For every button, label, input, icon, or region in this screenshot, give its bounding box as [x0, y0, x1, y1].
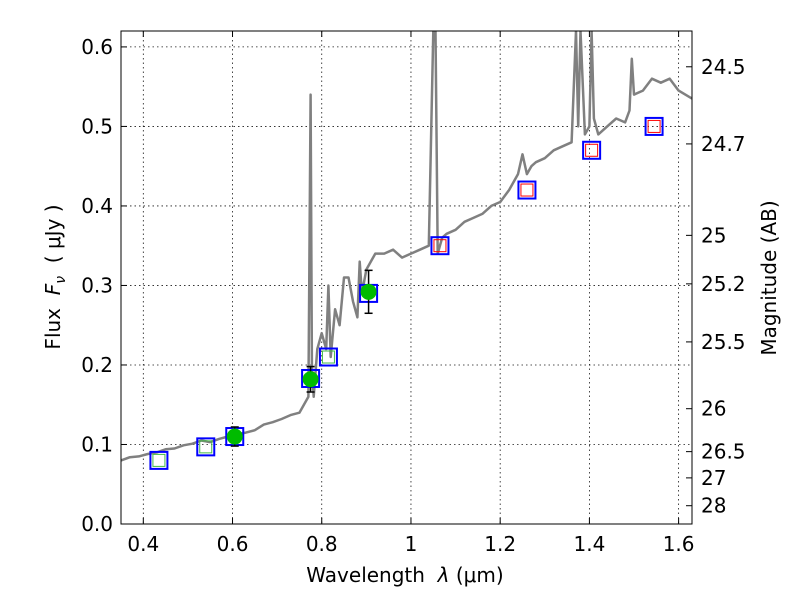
green-photometry-marker: [321, 350, 335, 364]
model-spectrum-line: [121, 31, 692, 462]
y2-tick-label: 27: [701, 466, 726, 490]
red-photometry-marker: [585, 143, 599, 157]
detection-point: [360, 283, 377, 300]
x-tick-label: 1.2: [484, 532, 516, 556]
detection-point: [302, 371, 319, 388]
x-tick-label: 0.6: [217, 532, 249, 556]
green-photometry-marker: [152, 453, 166, 467]
y-tick-label: 0.1: [81, 432, 113, 456]
y2-axis-label: Magnitude (AB): [757, 200, 781, 355]
red-photometry-marker: [647, 119, 661, 133]
y2-tick-label: 24.7: [701, 132, 746, 156]
y2-tick-label: 25.2: [701, 272, 746, 296]
y-tick-label: 0.5: [81, 114, 113, 138]
y2-tick-label: 25.5: [701, 330, 746, 354]
grid: [121, 31, 692, 525]
plot-frame: [120, 30, 693, 525]
x-tick-label: 1.6: [663, 532, 695, 556]
green-photometry-marker: [199, 440, 213, 454]
red-photometry-marker: [433, 239, 447, 253]
y2-tick-label: 24.5: [701, 55, 746, 79]
detection-point: [226, 428, 243, 445]
x-tick-label: 0.8: [306, 532, 338, 556]
model-photometry-marker: [196, 437, 216, 457]
y-tick-label: 0.2: [81, 353, 113, 377]
y2-tick-label: 25: [701, 223, 726, 247]
x-tick-label: 1: [405, 532, 418, 556]
y-axis-label: Flux Fν ( μJy ): [41, 204, 69, 349]
x-axis-label: Wavelength λ (μm): [306, 563, 503, 587]
y-tick-label: 0.3: [81, 273, 113, 297]
x-tick-label: 1.4: [573, 532, 605, 556]
model-photometry-marker: [517, 180, 537, 200]
axis-ticks: 0.4 0.6 0.8 1 1.2 1.4 1.6 0.0 0.1 0.2 0.3 0.4 0.5 0.6…: [81, 31, 746, 556]
model-photometry-marker: [582, 140, 602, 160]
x-tick-label: 0.4: [127, 532, 159, 556]
y2-tick-label: 26: [701, 397, 726, 421]
y2-tick-label: 26.5: [701, 440, 746, 464]
y-tick-label: 0.4: [81, 194, 113, 218]
model-photometry-marker: [149, 450, 169, 470]
model-photometry-marker: [644, 116, 664, 136]
red-photometry-marker: [520, 183, 534, 197]
model-photometry-marker: [318, 347, 338, 367]
model-photometry-marker: [430, 236, 450, 256]
plot-area: [121, 31, 692, 470]
y-tick-label: 0.0: [81, 512, 113, 536]
y2-tick-label: 28: [701, 494, 726, 518]
y-tick-label: 0.6: [81, 35, 113, 59]
